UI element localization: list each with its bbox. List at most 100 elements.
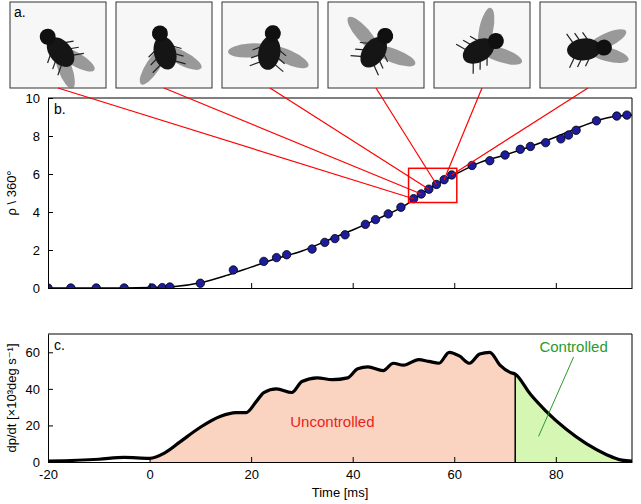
data-point: [557, 135, 565, 143]
fly-head: [595, 39, 612, 56]
panel-a: a.: [10, 1, 636, 94]
y-tick: 6: [33, 167, 53, 182]
y-tick-mark: [48, 352, 53, 353]
fly: [329, 5, 424, 91]
y-tick-label: 0: [33, 281, 40, 296]
y-tick-label: 10: [26, 91, 40, 106]
x-tick: [251, 283, 252, 288]
data-point: [440, 176, 448, 184]
x-tick-label: 40: [346, 467, 360, 482]
panel-label: a.: [14, 4, 26, 20]
frame-right: [632, 98, 633, 288]
x-tick-mark: [353, 457, 354, 462]
x-tick-mark: [556, 283, 557, 288]
x-tick-label: 0: [146, 467, 153, 482]
x-tick-label: 20: [244, 467, 258, 482]
fly: [123, 17, 207, 91]
x-tick-mark: [150, 457, 151, 462]
x-tick: 40: [346, 457, 360, 482]
x-tick-mark: [454, 283, 455, 288]
x-tick: [150, 283, 151, 288]
data-point: [229, 266, 237, 274]
x-tick-mark: [251, 283, 252, 288]
y-axis: 0 20 40 60: [26, 335, 53, 470]
data-point: [516, 145, 524, 153]
data-point: [572, 126, 580, 134]
frame-connector: [58, 88, 414, 199]
plot-c: [48, 352, 632, 462]
fly-frame: a.: [10, 2, 106, 95]
y-tick-mark: [48, 136, 53, 137]
frame-right: [632, 334, 633, 462]
x-tick: 20: [244, 457, 258, 482]
y-tick-mark: [48, 288, 53, 289]
x-axis-line: [49, 462, 633, 463]
x-tick-mark: [353, 283, 354, 288]
data-point: [166, 283, 174, 288]
y-tick: 40: [26, 382, 53, 397]
data-point: [613, 112, 621, 120]
fly: [565, 24, 631, 71]
x-axis: [49, 283, 633, 289]
y-tick-label: 20: [26, 418, 40, 433]
panel-label: c.: [54, 337, 65, 353]
x-tick-mark: [251, 457, 252, 462]
x-axis-line: [49, 288, 633, 289]
data-point: [148, 284, 156, 288]
y-tick: 0: [33, 455, 53, 470]
fly-head: [36, 25, 59, 48]
x-tick-mark: [556, 457, 557, 462]
region-area: [150, 352, 516, 462]
fly-frame: [540, 2, 636, 88]
frame-box: [10, 2, 106, 88]
y-axis-title: ρ \ 360°: [4, 170, 19, 215]
x-tick-mark: [454, 457, 455, 462]
data-point: [341, 231, 349, 239]
x-tick-mark: [150, 283, 151, 288]
frame-box: [116, 2, 212, 88]
data-point: [371, 215, 379, 223]
frame-connector: [164, 88, 421, 194]
rate-line: [48, 352, 632, 461]
fly-head: [485, 30, 507, 52]
data-point: [282, 251, 290, 259]
data-point: [623, 111, 631, 119]
y-tick-mark: [48, 250, 53, 251]
frame-box: [328, 2, 424, 88]
highlight-box: [409, 168, 457, 202]
x-tick: [454, 283, 455, 288]
y-tick-label: 40: [26, 382, 40, 397]
y-tick-label: 4: [33, 205, 40, 220]
frame-box: [222, 2, 318, 88]
data-point: [564, 131, 572, 139]
y-tick-label: 8: [33, 129, 40, 144]
frame-top: [48, 334, 632, 335]
y-tick: 4: [33, 205, 53, 220]
y-tick-label: 60: [26, 345, 40, 360]
region-area: [515, 374, 632, 462]
y-tick-label: 0: [33, 455, 40, 470]
y-tick-mark: [48, 98, 53, 99]
fly-frame: [434, 1, 530, 90]
x-axis-title: Time [ms]: [312, 485, 369, 500]
y-tick-mark: [48, 174, 53, 175]
y-tick: 10: [26, 91, 53, 106]
figure: 0246810ρ \ 360°b.a.-200204060800204060dp…: [0, 0, 641, 504]
x-tick-label: 60: [448, 467, 462, 482]
x-tick: 80: [549, 457, 563, 482]
leader-line: [539, 357, 574, 436]
data-point: [361, 220, 369, 228]
fly-frame: [116, 2, 212, 90]
x-tick-label: 80: [549, 467, 563, 482]
fly-head: [264, 24, 283, 43]
data-point: [501, 151, 509, 159]
data-point: [486, 157, 494, 165]
fly: [27, 17, 101, 94]
y-tick: 2: [33, 243, 53, 258]
y-tick-label: 2: [33, 243, 40, 258]
data-point: [67, 284, 75, 288]
y-axis: 0 2 4 6 8 10: [26, 91, 53, 296]
y-axis-title: dp/dt [×10³deg s⁻¹]: [4, 343, 19, 452]
fly: [446, 1, 529, 90]
x-tick: [353, 283, 354, 288]
